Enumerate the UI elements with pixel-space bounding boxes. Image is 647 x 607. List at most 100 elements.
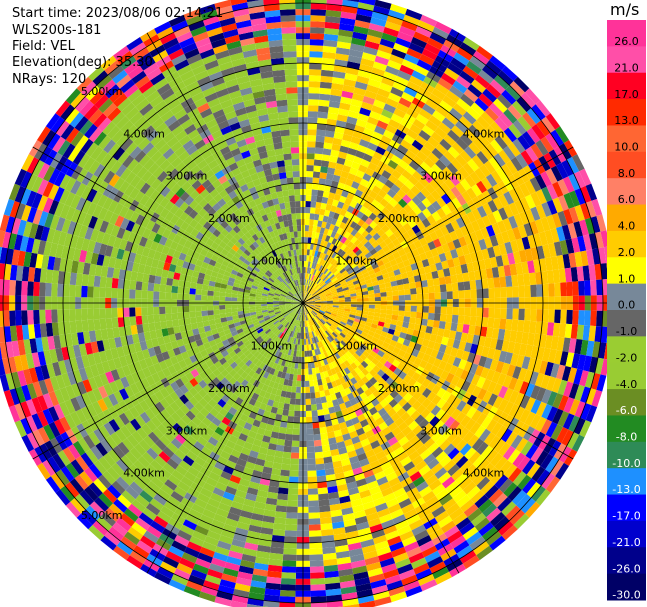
velocity-gate (5, 373, 16, 390)
velocity-gate (312, 317, 317, 324)
velocity-gate (100, 535, 117, 551)
velocity-gate (208, 280, 216, 287)
velocity-gate (546, 199, 558, 215)
velocity-gate (367, 567, 384, 578)
velocity-gate (481, 248, 490, 260)
velocity-gate (236, 521, 250, 531)
velocity-gate (333, 253, 340, 261)
velocity-gate (388, 198, 398, 208)
velocity-gate (350, 326, 358, 332)
velocity-gate (398, 388, 408, 398)
velocity-gate (318, 272, 324, 279)
velocity-gate (296, 332, 300, 339)
velocity-gate (158, 360, 168, 371)
velocity-gate (177, 529, 192, 542)
velocity-gate (183, 293, 190, 300)
velocity-gate (222, 325, 230, 331)
velocity-gate (9, 388, 21, 406)
velocity-gate (485, 224, 496, 237)
velocity-gate (315, 270, 321, 277)
velocity-gate (525, 444, 539, 460)
velocity-gate (428, 115, 442, 127)
velocity-gate (21, 324, 30, 340)
velocity-gate (210, 492, 223, 503)
velocity-gate (416, 293, 423, 300)
velocity-gate (457, 315, 465, 325)
velocity-gate (367, 204, 377, 213)
velocity-gate (250, 339, 258, 346)
velocity-gate (284, 335, 290, 342)
velocity-gate (320, 301, 327, 303)
velocity-gate (265, 497, 278, 506)
velocity-gate (426, 381, 436, 392)
velocity-gate (215, 277, 223, 284)
velocity-gate (463, 234, 473, 245)
velocity-gate (362, 95, 376, 105)
velocity-gate (362, 340, 370, 348)
velocity-gate (487, 393, 498, 407)
velocity-gate (478, 522, 494, 537)
velocity-gate (216, 540, 232, 551)
velocity-gate (397, 315, 405, 322)
velocity-gate (480, 227, 490, 239)
velocity-gate (561, 224, 572, 240)
velocity-gate (408, 276, 416, 284)
velocity-gate (456, 273, 464, 283)
velocity-gate (255, 310, 263, 315)
velocity-gate (43, 241, 53, 256)
velocity-gate (364, 506, 378, 516)
velocity-gate (381, 373, 390, 382)
velocity-gate (443, 268, 451, 277)
velocity-gate (464, 464, 478, 478)
velocity-gate (404, 53, 420, 65)
velocity-gate (216, 390, 226, 399)
velocity-gate (280, 584, 296, 591)
velocity-gate (517, 274, 525, 287)
velocity-gate (179, 404, 190, 415)
velocity-gate (279, 304, 286, 307)
velocity-gate (136, 369, 146, 381)
velocity-gate (284, 530, 297, 537)
velocity-gate (334, 352, 341, 360)
velocity-gate (412, 170, 423, 182)
velocity-gate (197, 344, 206, 353)
velocity-gate (273, 369, 279, 377)
velocity-gate (335, 120, 347, 128)
velocity-gate (139, 255, 148, 266)
velocity-gate (41, 336, 50, 352)
velocity-gate (288, 310, 294, 315)
velocity-gate (424, 234, 433, 244)
velocity-gate (291, 303, 298, 306)
velocity-gate (344, 306, 351, 310)
velocity-gate (326, 271, 332, 277)
velocity-gate (586, 340, 595, 357)
velocity-gate (102, 255, 111, 267)
velocity-gate (369, 377, 378, 386)
velocity-gate (314, 330, 319, 337)
velocity-gate (383, 403, 393, 413)
velocity-gate (456, 323, 464, 333)
velocity-gate (153, 515, 169, 529)
velocity-gate (408, 257, 417, 265)
velocity-gate (131, 522, 147, 536)
velocity-gate (124, 385, 135, 398)
velocity-gate (428, 306, 435, 314)
velocity-gate (315, 301, 321, 303)
velocity-gate (238, 478, 251, 488)
velocity-gate (360, 284, 368, 289)
velocity-gate (509, 509, 525, 525)
velocity-gate (135, 517, 151, 531)
velocity-gate (297, 308, 301, 315)
velocity-gate (394, 384, 404, 394)
velocity-gate (304, 291, 307, 298)
velocity-gate (8, 356, 18, 373)
velocity-gate (35, 253, 44, 269)
velocity-gate (412, 424, 423, 436)
velocity-gate (360, 101, 374, 111)
velocity-gate (327, 485, 338, 494)
velocity-gate (331, 323, 338, 329)
velocity-gate (314, 257, 319, 264)
velocity-gate (467, 158, 480, 172)
velocity-gate (337, 562, 353, 571)
velocity-gate (476, 217, 486, 230)
